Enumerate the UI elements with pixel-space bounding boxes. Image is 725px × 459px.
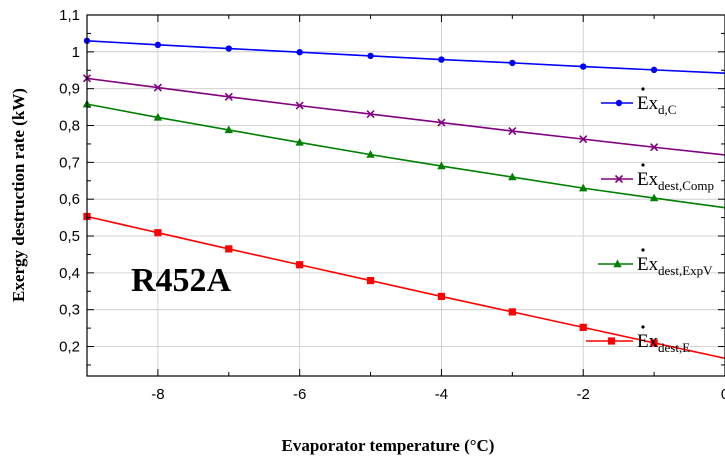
y-tick-label: 0,7 xyxy=(59,154,80,171)
tick-labels: -8 -6 -4 -2 0 0,2 0,3 0,4 0,5 0,6 0,7 0,8 0,9 1 1,1 xyxy=(59,7,725,403)
legend-marker xyxy=(614,174,624,184)
legend-entry: Ex dest,E xyxy=(586,325,690,355)
x-marker-stroke xyxy=(295,101,304,110)
data-point xyxy=(438,56,445,63)
x-axis-title: Evaporator temperature (°C) xyxy=(282,436,495,455)
data-point xyxy=(650,143,659,152)
data-point xyxy=(366,110,375,119)
data-point xyxy=(225,45,232,52)
y-tick-label: 0,6 xyxy=(59,191,80,208)
data-point xyxy=(224,125,233,134)
y-tick-label: 0,2 xyxy=(59,339,80,356)
data-point xyxy=(649,193,659,202)
legend-marker xyxy=(607,337,616,345)
legend-rate-dot xyxy=(641,325,645,329)
x-tick-label: -4 xyxy=(435,386,448,403)
data-point xyxy=(508,172,517,181)
data-point xyxy=(153,83,162,92)
legend-entry: Ex d,C xyxy=(601,87,676,117)
x-marker-stroke xyxy=(224,92,233,101)
data-point xyxy=(579,135,588,144)
series-dest-comp xyxy=(82,74,725,156)
data-point xyxy=(579,323,587,331)
data-point xyxy=(437,292,446,301)
y-tick-label: 0,3 xyxy=(59,302,80,319)
data-point xyxy=(580,63,587,70)
legend-rate-dot xyxy=(641,248,645,252)
legend-entry: Ex dest,Comp xyxy=(601,163,714,193)
data-point xyxy=(508,126,517,136)
legend-label: Ex xyxy=(637,93,659,114)
x-marker-stroke xyxy=(650,143,659,152)
data-point xyxy=(437,161,446,170)
legend-marker xyxy=(615,99,623,107)
x-marker-stroke xyxy=(579,135,588,144)
data-point xyxy=(579,183,588,192)
y-tick-label: 1,1 xyxy=(59,7,80,24)
annotation-r452a: R452A xyxy=(131,262,232,299)
legend-subscript: dest,Comp xyxy=(658,178,714,193)
series-layer xyxy=(82,37,725,360)
legend-marker xyxy=(613,259,622,268)
y-tick-label: 0,9 xyxy=(59,81,80,98)
legend-entry: Ex dest,ExpV xyxy=(598,248,713,278)
data-point xyxy=(153,112,163,121)
legend-rate-dot xyxy=(641,87,645,91)
x-marker-stroke xyxy=(153,83,162,92)
legend-subscript: dest,E xyxy=(658,340,690,355)
legend-label: Ex xyxy=(637,254,659,275)
legend-label: Ex xyxy=(637,169,659,190)
y-tick-label: 0,8 xyxy=(59,118,80,135)
y-tick-label: 1 xyxy=(72,44,80,61)
ticks xyxy=(86,14,725,376)
data-point xyxy=(366,150,375,158)
data-point xyxy=(650,339,658,347)
data-point xyxy=(295,137,304,146)
y-axis-title: Exergy destruction rate (kW) xyxy=(9,88,28,302)
x-tick-label: 0 xyxy=(721,386,725,403)
data-point xyxy=(296,261,304,269)
series-line xyxy=(86,77,725,156)
data-point xyxy=(367,52,374,60)
series-line xyxy=(86,215,725,360)
x-marker-stroke xyxy=(366,110,375,119)
data-point xyxy=(509,59,516,67)
data-point xyxy=(295,101,304,110)
data-point xyxy=(154,229,162,237)
x-marker-stroke xyxy=(508,126,517,136)
data-point xyxy=(437,118,446,127)
y-tick-label: 0,5 xyxy=(59,228,80,245)
x-tick-label: -8 xyxy=(151,386,164,403)
x-tick-label: -2 xyxy=(577,386,590,403)
data-point xyxy=(366,276,375,285)
data-point xyxy=(296,49,303,56)
data-point xyxy=(225,245,233,253)
series-dest-expv xyxy=(82,99,725,209)
data-point xyxy=(508,308,516,316)
legend-label: Ex xyxy=(637,331,659,352)
plot-background xyxy=(87,15,725,376)
x-marker-stroke xyxy=(437,118,446,127)
data-point xyxy=(154,41,162,49)
legend-subscript: dest,ExpV xyxy=(658,263,713,278)
series-d-c xyxy=(83,37,725,75)
legend-subscript: d,C xyxy=(658,102,676,117)
data-point xyxy=(224,92,233,101)
y-tick-label: 0,4 xyxy=(59,265,80,282)
data-point xyxy=(650,66,658,74)
series-line xyxy=(86,39,725,75)
series-line xyxy=(86,103,725,209)
legend-rate-dot xyxy=(641,163,645,167)
x-marker-stroke xyxy=(614,174,624,184)
plot-frame xyxy=(86,14,725,377)
x-tick-label: -6 xyxy=(293,386,306,403)
